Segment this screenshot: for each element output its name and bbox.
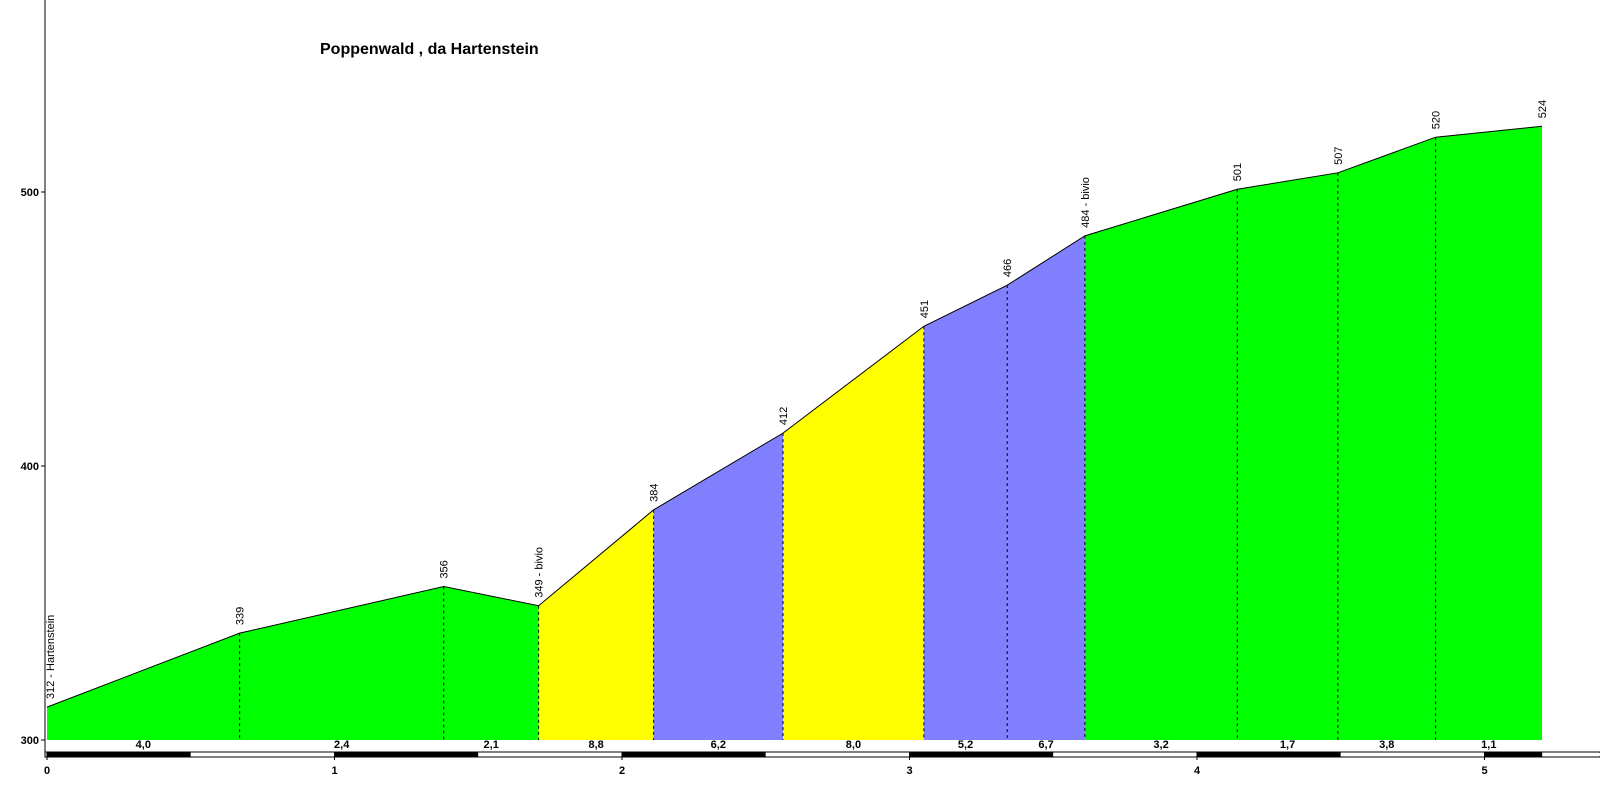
- profile-segment-5: [653, 433, 783, 740]
- profile-segment-8: [1007, 235, 1085, 740]
- profile-segment-10: [1237, 172, 1338, 740]
- x-axis-bar-segment: [334, 752, 479, 757]
- profile-segment-1: [47, 633, 240, 740]
- elevation-label: 339: [235, 607, 247, 625]
- x-tick-label: 3: [906, 765, 912, 777]
- gradient-label: 1,7: [1280, 739, 1295, 751]
- profile-line: [46, 125, 1543, 708]
- x-axis-bar-segment: [1542, 753, 1600, 756]
- x-axis-bar-segment: [190, 753, 335, 756]
- x-tick-label: 0: [44, 765, 50, 777]
- gradient-label: 6,2: [711, 739, 726, 751]
- gradient-label: 8,0: [846, 739, 861, 751]
- gradient-label: 2,4: [334, 739, 350, 751]
- x-axis-bar-segment: [47, 752, 191, 757]
- x-tick-label: 4: [1194, 765, 1201, 777]
- gradient-label: 5,2: [958, 739, 973, 751]
- elevation-label: 501: [1232, 163, 1244, 181]
- gradient-label: 8,8: [588, 739, 603, 751]
- gradient-label: 3,8: [1379, 739, 1394, 751]
- elevation-label: 384: [649, 483, 661, 501]
- profile-segment-9: [1084, 189, 1238, 740]
- x-tick-label: 5: [1481, 765, 1487, 777]
- profile-segment-3: [443, 586, 539, 740]
- y-tick-label: 500: [21, 187, 39, 199]
- x-axis-bar-segment: [478, 753, 622, 756]
- dividers-layer: [239, 137, 1437, 740]
- segments-layer: [47, 126, 1542, 741]
- gradient-label: 3,2: [1153, 739, 1168, 751]
- x-axis-bar-segment: [1340, 753, 1485, 756]
- elevation-label: 451: [919, 300, 931, 318]
- profile-segment-2: [239, 586, 444, 740]
- gradient-labels-layer: 4,0 2,4 2,1 8,8 6,2 8,0 5,2 6,7 3,2 1,7 3,8 1,1: [136, 739, 1497, 751]
- profile-segment-12: [1435, 126, 1542, 741]
- elevation-label: 349 - bivio: [534, 547, 546, 598]
- x-axis-bar-segment: [1484, 752, 1543, 757]
- elevation-label: 356: [439, 560, 451, 578]
- elevation-label: 484 - bivio: [1080, 177, 1092, 228]
- profile-segment-7: [923, 285, 1008, 740]
- gradient-label: 4,0: [136, 739, 151, 751]
- elevation-label: 507: [1333, 146, 1345, 164]
- elevation-label: 312 - Hartenstein: [45, 615, 57, 699]
- axes-layer: 300 400 500 0 1 2 3 4 5: [21, 0, 1600, 777]
- x-axis-bar-segment: [765, 753, 910, 756]
- profile-segment-6: [783, 326, 924, 740]
- elevation-label: 412: [778, 407, 790, 425]
- x-axis-bar-segment: [622, 752, 766, 757]
- x-tick-label: 1: [331, 765, 337, 777]
- gradient-label: 2,1: [484, 739, 499, 751]
- elevation-label: 466: [1002, 259, 1014, 277]
- x-axis-bar-segment: [1197, 752, 1341, 757]
- elevation-label: 524: [1537, 100, 1549, 118]
- profile-segment-11: [1337, 137, 1436, 740]
- point-labels-layer: 312 - Hartenstein 339 356 349 - bivio 384 412…: [45, 100, 1549, 699]
- gradient-label: 6,7: [1038, 739, 1053, 751]
- x-axis-bar-segment: [909, 752, 1054, 757]
- y-tick-label: 400: [21, 461, 39, 473]
- chart-title: Poppenwald , da Hartenstein: [320, 41, 539, 58]
- profile-segment-4: [538, 509, 654, 740]
- x-axis-bar-segment: [1053, 753, 1197, 756]
- x-tick-label: 2: [619, 765, 625, 777]
- elevation-label: 520: [1431, 111, 1443, 129]
- y-tick-label: 300: [21, 735, 39, 747]
- gradient-label: 1,1: [1481, 739, 1496, 751]
